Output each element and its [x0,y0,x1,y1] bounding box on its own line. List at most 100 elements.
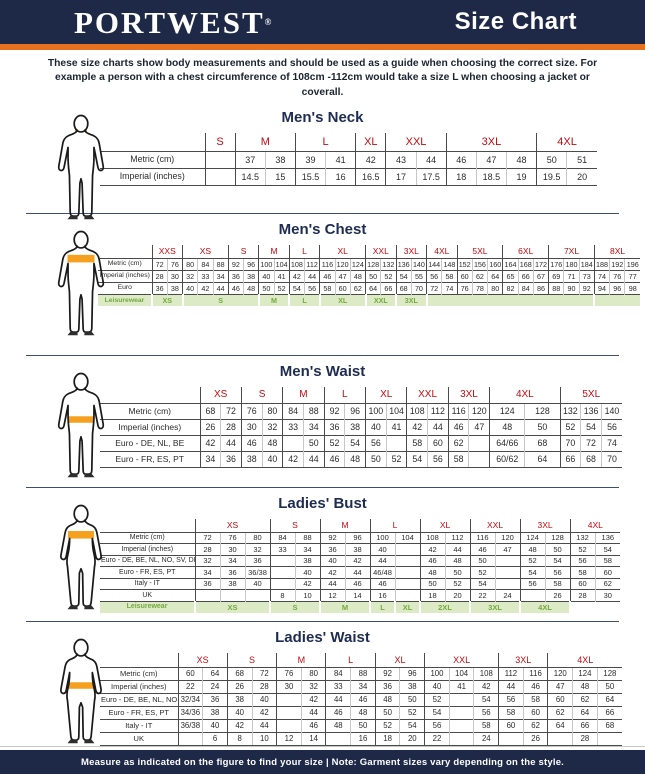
size-cell: 188 [593,257,610,271]
size-group-header: M [282,387,325,404]
size-group-header: XXS [151,245,183,259]
size-cell: 56 [424,718,450,733]
row-label: UK [100,731,179,746]
row-label: Metric (cm) [100,402,201,420]
size-cell: 128 [544,531,571,544]
size-cell [385,434,407,452]
size-cell: 12 [276,731,302,746]
size-cell: 34 [199,450,221,468]
size-group-header: 8XL [593,245,641,259]
size-group-header: M [319,519,371,533]
size-cell: 64 [596,692,622,707]
size-cell [394,577,421,590]
size-cell: 50 [399,692,425,707]
section-divider [26,213,619,215]
size-cell: 38 [226,692,252,707]
figure-right-foot [84,473,95,478]
size-cell: 46 [369,577,396,590]
size-cell: 96 [243,257,259,271]
figure-right-foot [84,215,95,220]
size-cell: 44 [319,577,346,590]
size-cell: 76 [609,269,625,283]
size-cell: 128 [365,257,381,271]
size-cell: 100 [258,257,275,271]
size-cell: 34 [294,543,321,556]
size-cell: 80 [182,257,198,271]
size-cell: 41 [273,269,290,283]
size-cell: 50 [419,577,446,590]
size-cell: 28 [251,679,277,694]
size-cell: 28 [572,731,598,746]
size-cell: 19 [505,167,537,186]
figure-left-foot [67,331,78,336]
size-cell [468,450,490,468]
size-cell: 92 [374,666,400,681]
size-cell: 38 [344,418,366,436]
size-cell: 152 [456,257,473,271]
size-cell: 62 [471,269,488,283]
size-cell: 120 [494,531,521,544]
size-cell: 56 [365,434,387,452]
size-cell: 70 [410,281,427,295]
size-cell: 40 [251,692,277,707]
size-cell: 48 [444,554,471,567]
size-cell: 72 [220,402,242,420]
size-cell: 96 [609,281,625,295]
figure-right-foot [84,739,95,744]
size-cell: 32/34 [177,692,203,707]
size-cell: 100 [365,402,387,420]
size-cell: 50 [444,566,471,579]
size-cell: 50 [374,705,400,720]
size-group-header: L [288,245,320,259]
figure-right-foot [84,605,95,610]
size-group-header: M [276,653,326,668]
size-cell: 34 [302,418,325,436]
size-cell: 164 [502,257,519,271]
size-group-header: XS [177,653,228,668]
size-cell: 120 [468,402,490,420]
size-cell: 66 [559,450,581,468]
figure-head [73,638,89,658]
size-cell: L [369,600,396,613]
brand-text: PORTWEST [74,4,265,40]
mens-neck-table: S M L XL XXL 3XL 4XL Metric (cm) 37 38 39 41 42 43 44 4… [100,133,645,186]
size-cell: 48 [519,543,546,556]
female-silhouette [60,504,102,610]
size-table: S M L XL XXL 3XL 4XL Metric (cm) 37 38 39 41 42 43 44 4… [100,133,597,186]
figure-male-waist [46,372,116,485]
size-cell: 52 [385,450,407,468]
size-cell: 30 [166,269,183,283]
size-cell: 16.5 [355,167,386,186]
size-cell: 18 [445,167,477,186]
figure-head [73,372,89,392]
size-cell: 68 [199,402,221,420]
size-cell: 42 [282,450,304,468]
size-cell: 56 [600,418,623,436]
size-cell: 36 [244,554,270,567]
size-cell: 48 [374,692,400,707]
size-cell [269,577,295,590]
size-cell: 36/38 [177,718,203,733]
portwest-logo: PORTWEST® [74,7,271,38]
size-cell: 32 [300,679,326,694]
size-cell: 36/38 [244,566,270,579]
size-cell: 136 [395,257,412,271]
size-cell: 34 [350,679,376,694]
size-cell: 39 [294,150,326,169]
size-cell: 46 [325,705,351,720]
section-divider [26,355,619,357]
size-cell: 52 [374,718,400,733]
size-cell: 46 [419,554,446,567]
size-cell: 96 [344,402,366,420]
size-cell: L [288,293,320,307]
size-cell: 92 [319,531,346,544]
registered-mark: ® [264,16,272,27]
footer-note: Measure as indicated on the figure to fi… [80,756,565,768]
size-cell: 46/48 [369,566,396,579]
size-cell: 32 [194,554,220,567]
size-group-header: XL [355,133,386,152]
size-cell: 100 [369,531,396,544]
size-cell: 54 [544,554,571,567]
size-cell: 26 [199,418,221,436]
size-cell: XS [151,293,183,307]
